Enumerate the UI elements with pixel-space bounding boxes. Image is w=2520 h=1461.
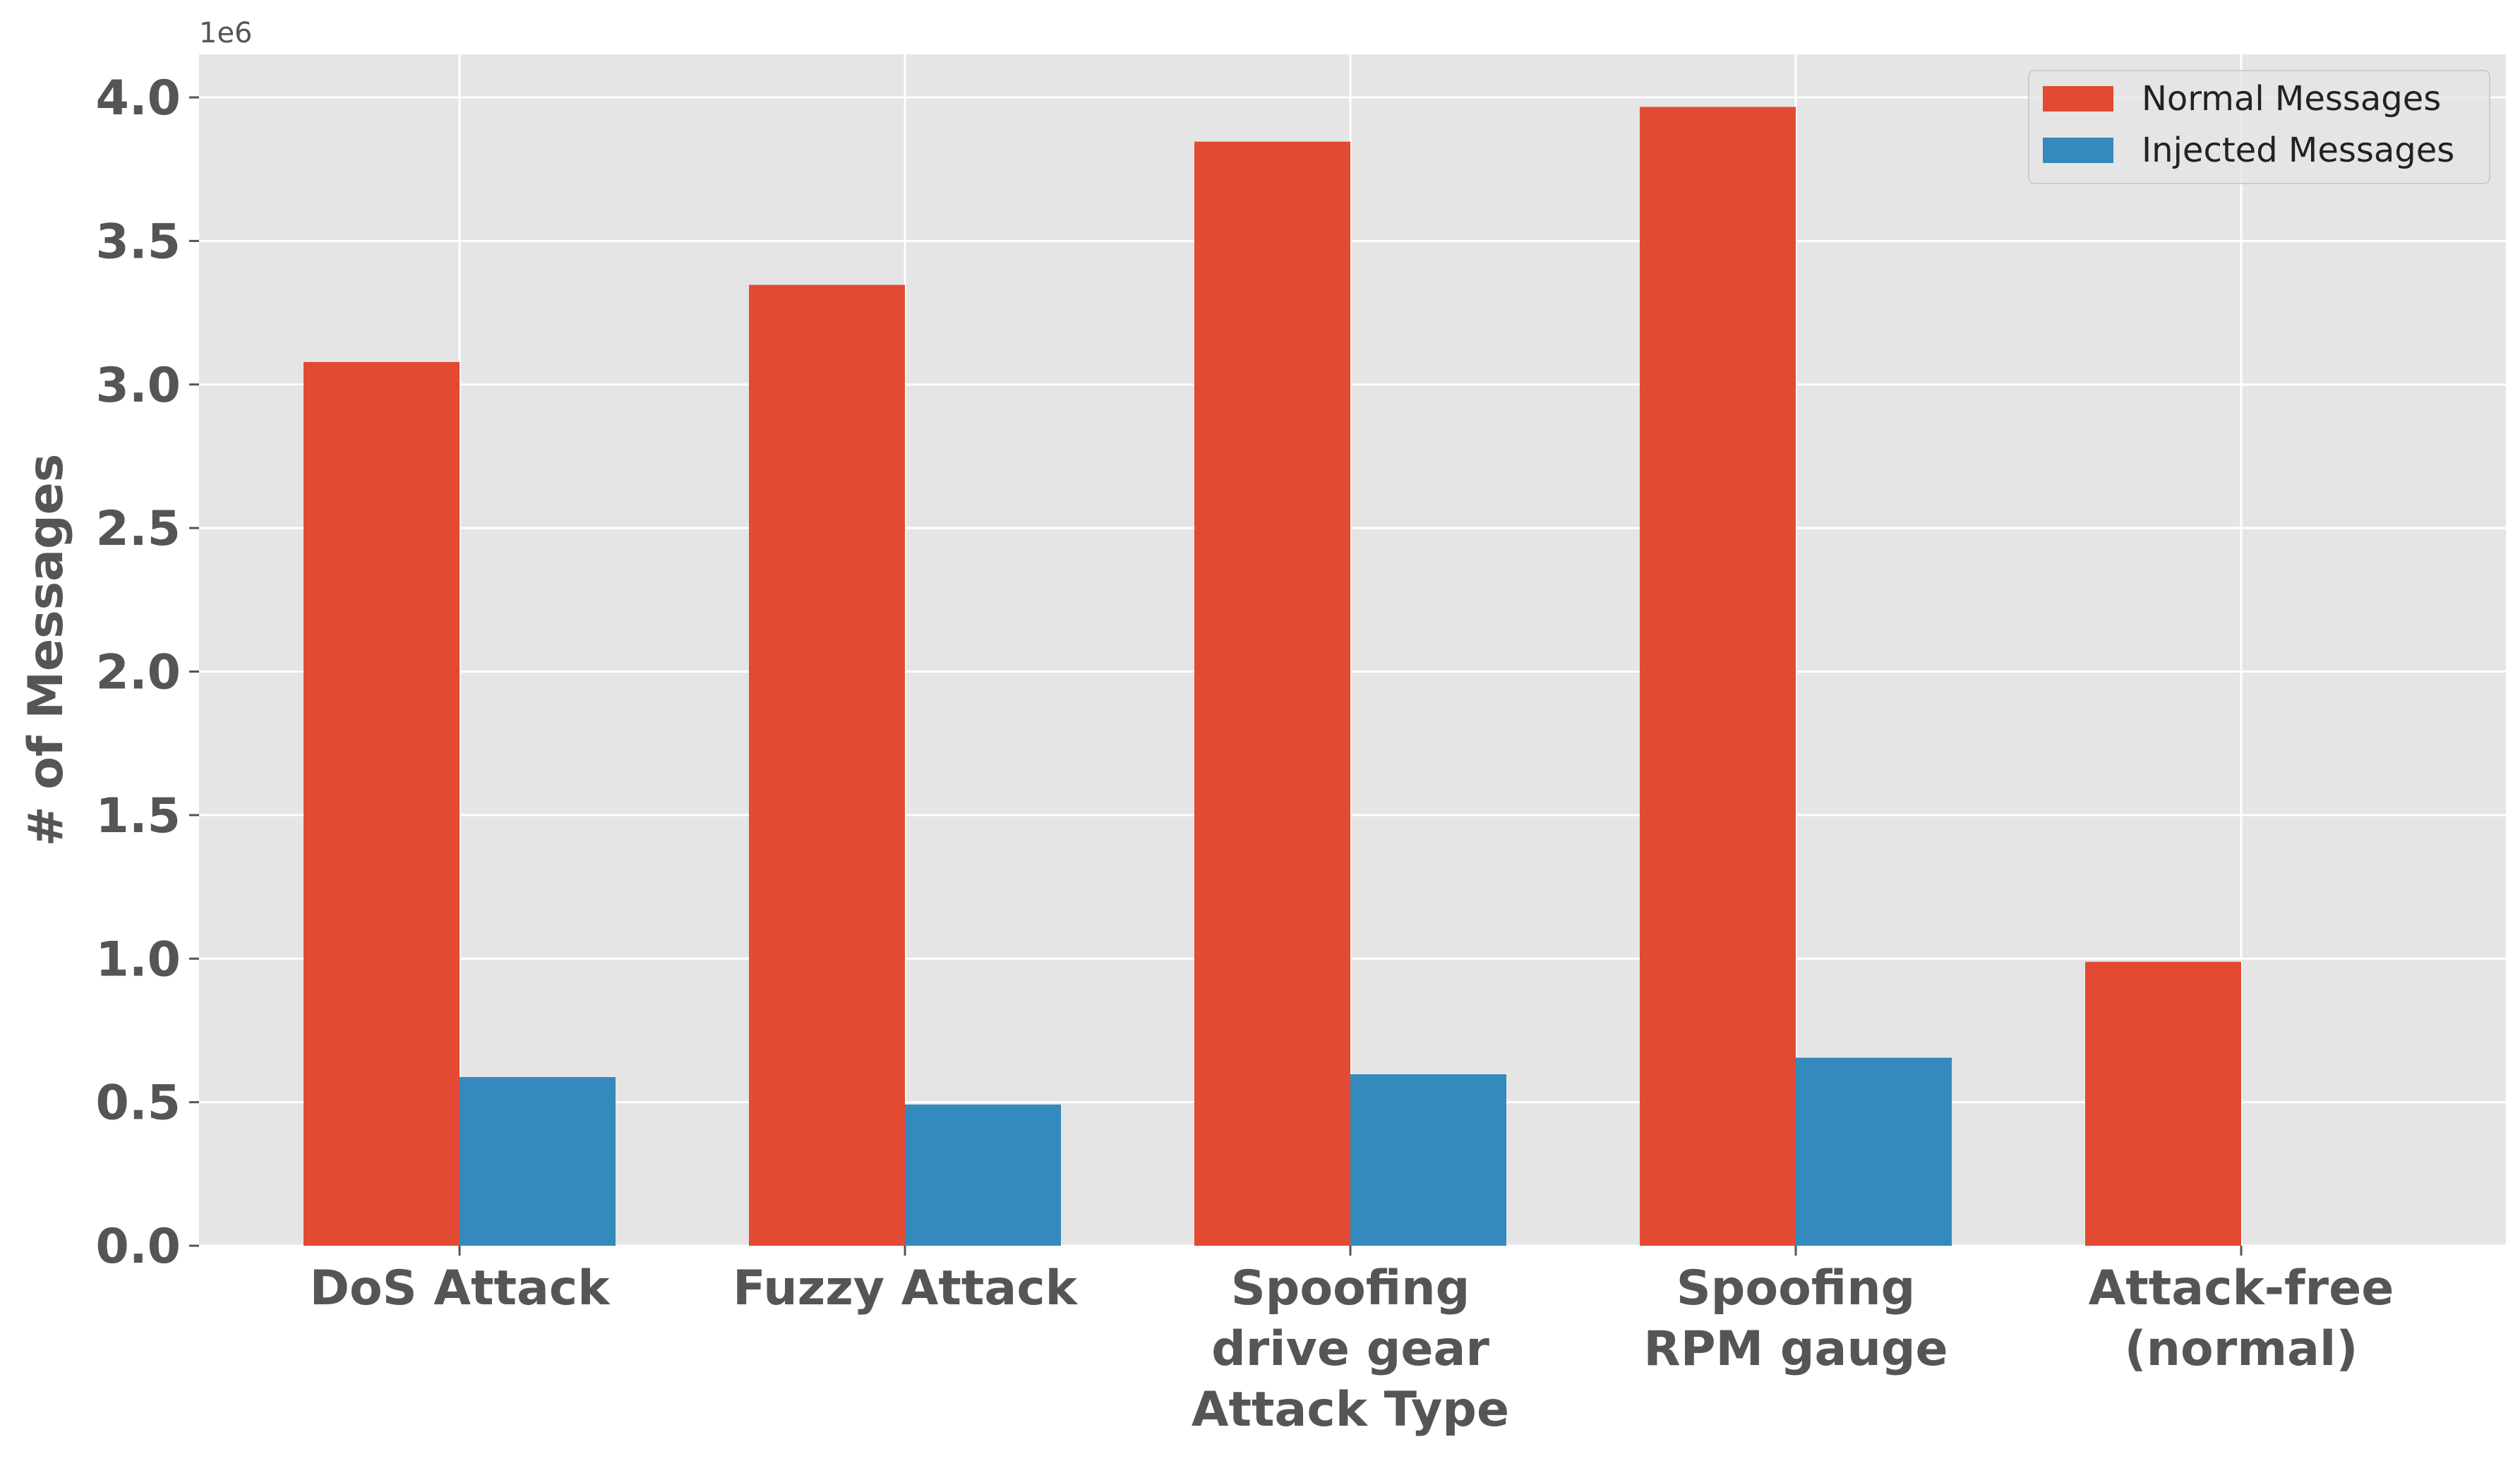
legend-swatch-normal [2043,86,2113,112]
x-tick-label: Fuzzy Attack [733,1261,1078,1316]
x-tick-label: Attack-free [2089,1261,2394,1316]
legend-box [2028,70,2490,184]
x-tick-label: RPM gauge [1643,1321,1948,1377]
y-tick-label: 2.5 [96,501,181,557]
legend-label-normal: Normal Messages [2142,79,2441,119]
y-tick-label: 0.0 [96,1219,181,1275]
legend-label-injected: Injected Messages [2142,131,2454,170]
bar-injected-messages [1350,1074,1506,1246]
bars [304,107,2241,1246]
y-tick-label: 3.0 [96,358,181,414]
y-tick-label: 4.0 [96,71,181,126]
legend-swatch-injected [2043,138,2113,163]
bar-injected-messages [905,1104,1061,1246]
bar-normal-messages [1640,107,1796,1246]
x-tick-label: DoS Attack [310,1261,611,1316]
x-tick-label: Spoofing [1231,1261,1470,1316]
x-tick-label: Spoofing [1676,1261,1916,1316]
bar-normal-messages [1194,141,1350,1246]
y-tick-label: 3.5 [96,214,181,270]
y-tick-label: 2.0 [96,645,181,701]
x-axis-title: Attack Type [1192,1382,1509,1438]
axis-ticks: 0.0 0.5 1.0 1.5 2.0 2.5 3.0 3.5 4.0 DoS Attack Fuz… [96,71,2394,1438]
y-tick-label: 1.5 [96,788,181,844]
bar-normal-messages [749,284,905,1246]
x-tick-label: drive gear [1211,1321,1489,1377]
bar-normal-messages [2085,961,2241,1246]
bar-injected-messages [1796,1057,1952,1246]
legend: Normal Messages Injected Messages [2028,70,2490,184]
y-axis-title: # of Messages [18,454,74,847]
bar-injected-messages [460,1077,616,1246]
y-axis-offset-label: 1e6 [199,17,253,49]
y-tick-label: 0.5 [96,1076,181,1131]
bar-normal-messages [304,361,460,1246]
x-tick-label: (normal) [2125,1321,2358,1377]
y-tick-label: 1.0 [96,932,181,987]
